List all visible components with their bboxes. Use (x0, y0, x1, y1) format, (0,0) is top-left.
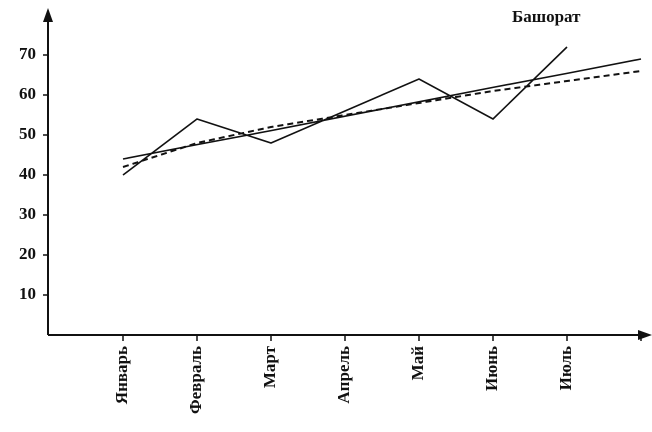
x-tick-label: Май (408, 346, 427, 381)
annotation: Башорат (512, 7, 581, 26)
x-axis-arrow (638, 330, 652, 340)
y-tick-label: 60 (19, 84, 36, 103)
y-axis-arrow (43, 8, 53, 22)
y-tick-label: 70 (19, 44, 36, 63)
x-tick-label: Апрель (334, 346, 353, 404)
y-tick-label: 20 (19, 244, 36, 263)
y-tick-label: 50 (19, 124, 36, 143)
x-tick-label: Январь (112, 346, 131, 404)
x-tick-label: Февраль (186, 346, 205, 414)
x-tick-label: Март (260, 345, 279, 388)
series-line (122, 46, 568, 176)
y-tick-label: 40 (19, 164, 36, 183)
y-tick-label: 10 (19, 284, 36, 303)
x-tick-label: Июль (556, 346, 575, 390)
series-line (122, 70, 642, 168)
y-tick-label: 30 (19, 204, 36, 223)
x-tick-label: Июнь (482, 346, 501, 391)
